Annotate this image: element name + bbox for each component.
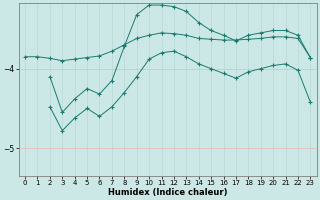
X-axis label: Humidex (Indice chaleur): Humidex (Indice chaleur) <box>108 188 228 197</box>
